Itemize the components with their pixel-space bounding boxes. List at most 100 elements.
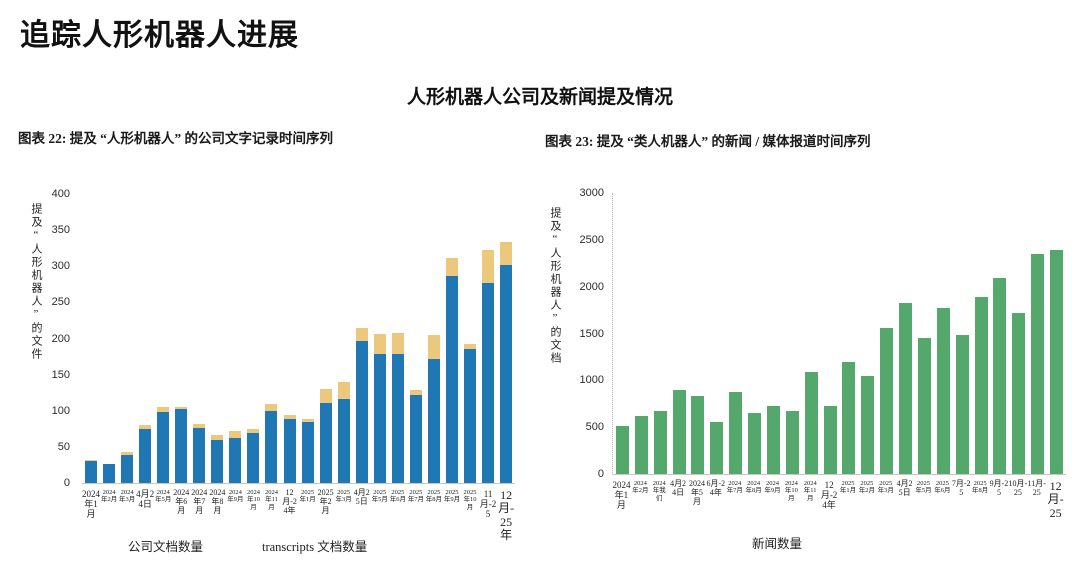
bar-slot — [707, 193, 726, 474]
bar-slot — [443, 194, 461, 483]
y-axis-label: 提及“人形机器人”的文档 — [549, 207, 561, 365]
x-axis-label: 2025年7月 — [407, 489, 424, 504]
bar — [193, 423, 206, 483]
bar-segment-news — [1012, 312, 1026, 474]
bar-slot — [613, 193, 632, 474]
bar-segment-news — [672, 389, 686, 474]
bar-slot — [299, 194, 317, 483]
bar — [804, 371, 818, 474]
y-tick-label: 100 — [51, 404, 70, 417]
bar — [482, 249, 495, 483]
bar-slot — [802, 193, 821, 474]
bar-segment-transcripts — [121, 451, 134, 455]
x-axis-label: 2024年5月 — [155, 489, 172, 504]
bar-slot — [281, 194, 299, 483]
bar-slot — [317, 194, 335, 483]
y-tick-label: 500 — [585, 421, 604, 434]
y-axis-ticks: 0 50 100 150 200 250 300 350 400 — [34, 188, 70, 489]
bar-slot — [172, 194, 190, 483]
bar-slot — [1047, 193, 1066, 474]
bar-slot — [82, 194, 100, 483]
bar — [500, 242, 513, 483]
bar — [1031, 253, 1045, 474]
bar-slot — [425, 194, 443, 483]
bar — [748, 413, 762, 474]
x-axis-label: 2024年2月 — [632, 480, 649, 495]
bar — [337, 381, 350, 483]
bar — [103, 464, 116, 483]
bar-segment-company — [103, 464, 116, 483]
bar — [283, 415, 296, 483]
x-axis-label: 4月24日 — [136, 489, 155, 510]
bar-slot — [479, 194, 497, 483]
bar-segment-company — [211, 439, 224, 483]
bar-segment-transcripts — [85, 459, 98, 462]
x-axis-label: 2024年8月 — [209, 488, 226, 515]
bar-segment-news — [880, 327, 894, 474]
x-axis-label: 2024年8月 — [745, 480, 762, 495]
bar — [842, 361, 856, 474]
x-axis-label: 12月-25 — [1047, 479, 1064, 520]
bar-segment-company — [355, 341, 368, 483]
bar-segment-transcripts — [445, 257, 458, 277]
bar-segment-transcripts — [229, 431, 242, 439]
bar-segment-transcripts — [427, 334, 440, 359]
bar — [1012, 312, 1026, 474]
bar-slot — [208, 194, 226, 483]
bar-slot — [840, 193, 859, 474]
bar-segment-company — [139, 428, 152, 483]
bar-segment-news — [823, 405, 837, 474]
bar — [139, 425, 152, 483]
bar — [993, 278, 1007, 474]
x-axis-label: 2024年6月 — [173, 488, 190, 515]
bar — [121, 451, 134, 483]
bar-segment-news — [1050, 250, 1064, 474]
x-axis-label: 2025年8月 — [971, 480, 989, 495]
x-axis-label: 2025年10月 — [463, 489, 477, 511]
bar-segment-transcripts — [482, 249, 495, 283]
bar-segment-transcripts — [391, 332, 404, 355]
x-axis-label: 2024年7月 — [191, 488, 208, 515]
bar-segment-transcripts — [319, 389, 332, 403]
bar-slot — [461, 194, 479, 483]
bar — [409, 389, 422, 483]
bar-slot — [262, 194, 280, 483]
bar-segment-company — [409, 394, 422, 483]
y-tick-label: 200 — [51, 332, 70, 345]
bar-slot — [689, 193, 708, 474]
bar-slot — [1009, 193, 1028, 474]
chart-caption: 图表 22: 提及 “人形机器人” 的公司文字记录时间序列 — [18, 131, 333, 146]
bar — [861, 375, 875, 474]
bar-segment-company — [427, 358, 440, 483]
bar — [823, 405, 837, 474]
x-axis-label: 2024年9月 — [227, 489, 244, 504]
y-tick-label: 0 — [63, 477, 70, 489]
y-tick-label: 350 — [51, 224, 70, 237]
x-axis-label: 11月-25 — [479, 489, 497, 520]
x-axis-label: 11月-25 — [1027, 479, 1046, 497]
bar-segment-news — [804, 371, 818, 474]
bar — [445, 257, 458, 483]
bar-slot — [190, 194, 208, 483]
x-axis-label: 12月-25年 — [498, 488, 515, 543]
x-axis-label: 2024年2月 — [100, 489, 118, 504]
bar-slot — [136, 194, 154, 483]
bar — [211, 435, 224, 483]
bar — [729, 391, 743, 474]
bar-segment-news — [993, 278, 1007, 474]
bar-slot — [371, 194, 389, 483]
bar-segment-transcripts — [301, 419, 314, 423]
bar — [464, 343, 476, 483]
x-axis-label: 2025年2月 — [858, 480, 875, 495]
bars-area — [82, 194, 515, 484]
bar-slot — [154, 194, 172, 483]
bar-segment-company — [85, 461, 98, 483]
bar-segment-company — [175, 409, 188, 483]
x-axis-label: 2024年11月 — [264, 489, 278, 511]
x-axis-label: 2025年9月 — [443, 489, 461, 504]
bar-slot — [389, 194, 407, 483]
bar — [319, 389, 332, 483]
x-axis-label: 2024年9月 — [764, 480, 781, 495]
bar-segment-company — [265, 410, 278, 483]
bar — [710, 421, 724, 474]
